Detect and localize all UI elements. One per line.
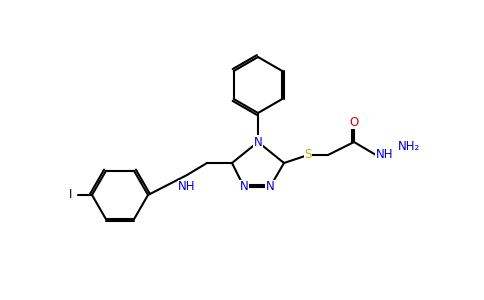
Text: NH₂: NH₂ <box>398 140 420 154</box>
Text: I: I <box>69 188 72 202</box>
Text: N: N <box>254 136 262 148</box>
Text: N: N <box>266 181 274 194</box>
Text: NH: NH <box>178 181 196 194</box>
Text: N: N <box>240 181 248 194</box>
Text: O: O <box>349 116 359 128</box>
Text: S: S <box>304 148 312 161</box>
Text: NH: NH <box>376 148 393 161</box>
